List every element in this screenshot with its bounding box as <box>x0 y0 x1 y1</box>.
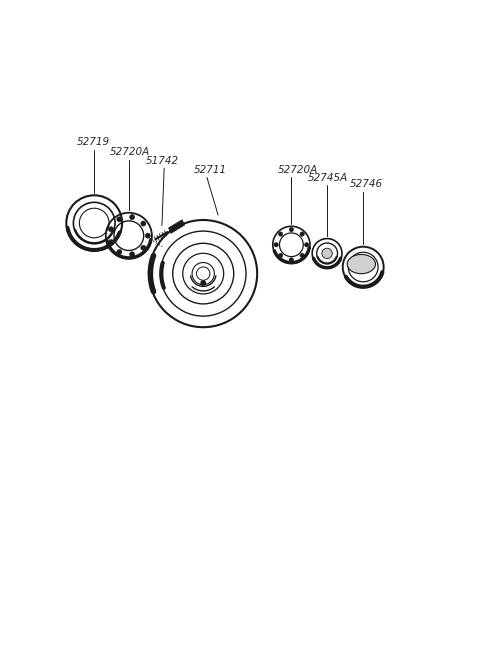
Ellipse shape <box>130 252 135 257</box>
Ellipse shape <box>145 233 150 238</box>
Text: 52745A: 52745A <box>308 173 348 183</box>
Ellipse shape <box>108 227 114 232</box>
Ellipse shape <box>117 250 122 254</box>
Ellipse shape <box>300 253 304 258</box>
Ellipse shape <box>108 240 114 244</box>
Ellipse shape <box>117 217 122 222</box>
Ellipse shape <box>300 232 304 237</box>
Polygon shape <box>168 219 184 233</box>
Text: 52720A: 52720A <box>110 147 150 157</box>
Text: 52719: 52719 <box>77 137 110 147</box>
Ellipse shape <box>141 221 146 226</box>
Text: 51742: 51742 <box>145 156 179 166</box>
Ellipse shape <box>278 232 283 237</box>
Text: 52720A: 52720A <box>277 165 318 175</box>
Ellipse shape <box>289 227 294 232</box>
Ellipse shape <box>289 258 294 262</box>
Text: 52746: 52746 <box>350 179 384 189</box>
Text: 52711: 52711 <box>194 165 227 175</box>
Ellipse shape <box>141 245 146 250</box>
Ellipse shape <box>322 248 332 259</box>
Ellipse shape <box>304 242 309 247</box>
Ellipse shape <box>347 254 375 274</box>
Ellipse shape <box>201 281 205 285</box>
Ellipse shape <box>274 242 278 247</box>
Ellipse shape <box>278 253 283 258</box>
Ellipse shape <box>130 215 135 219</box>
